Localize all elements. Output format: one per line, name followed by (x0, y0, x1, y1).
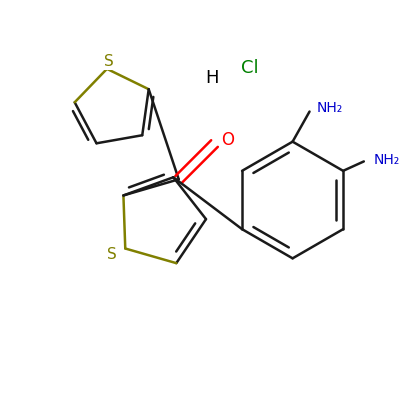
Text: H: H (205, 69, 218, 87)
Text: NH₂: NH₂ (317, 101, 343, 115)
Text: NH₂: NH₂ (373, 152, 400, 166)
Text: S: S (104, 54, 114, 69)
Text: Cl: Cl (240, 59, 258, 77)
Text: S: S (107, 247, 117, 262)
Text: O: O (221, 131, 234, 149)
